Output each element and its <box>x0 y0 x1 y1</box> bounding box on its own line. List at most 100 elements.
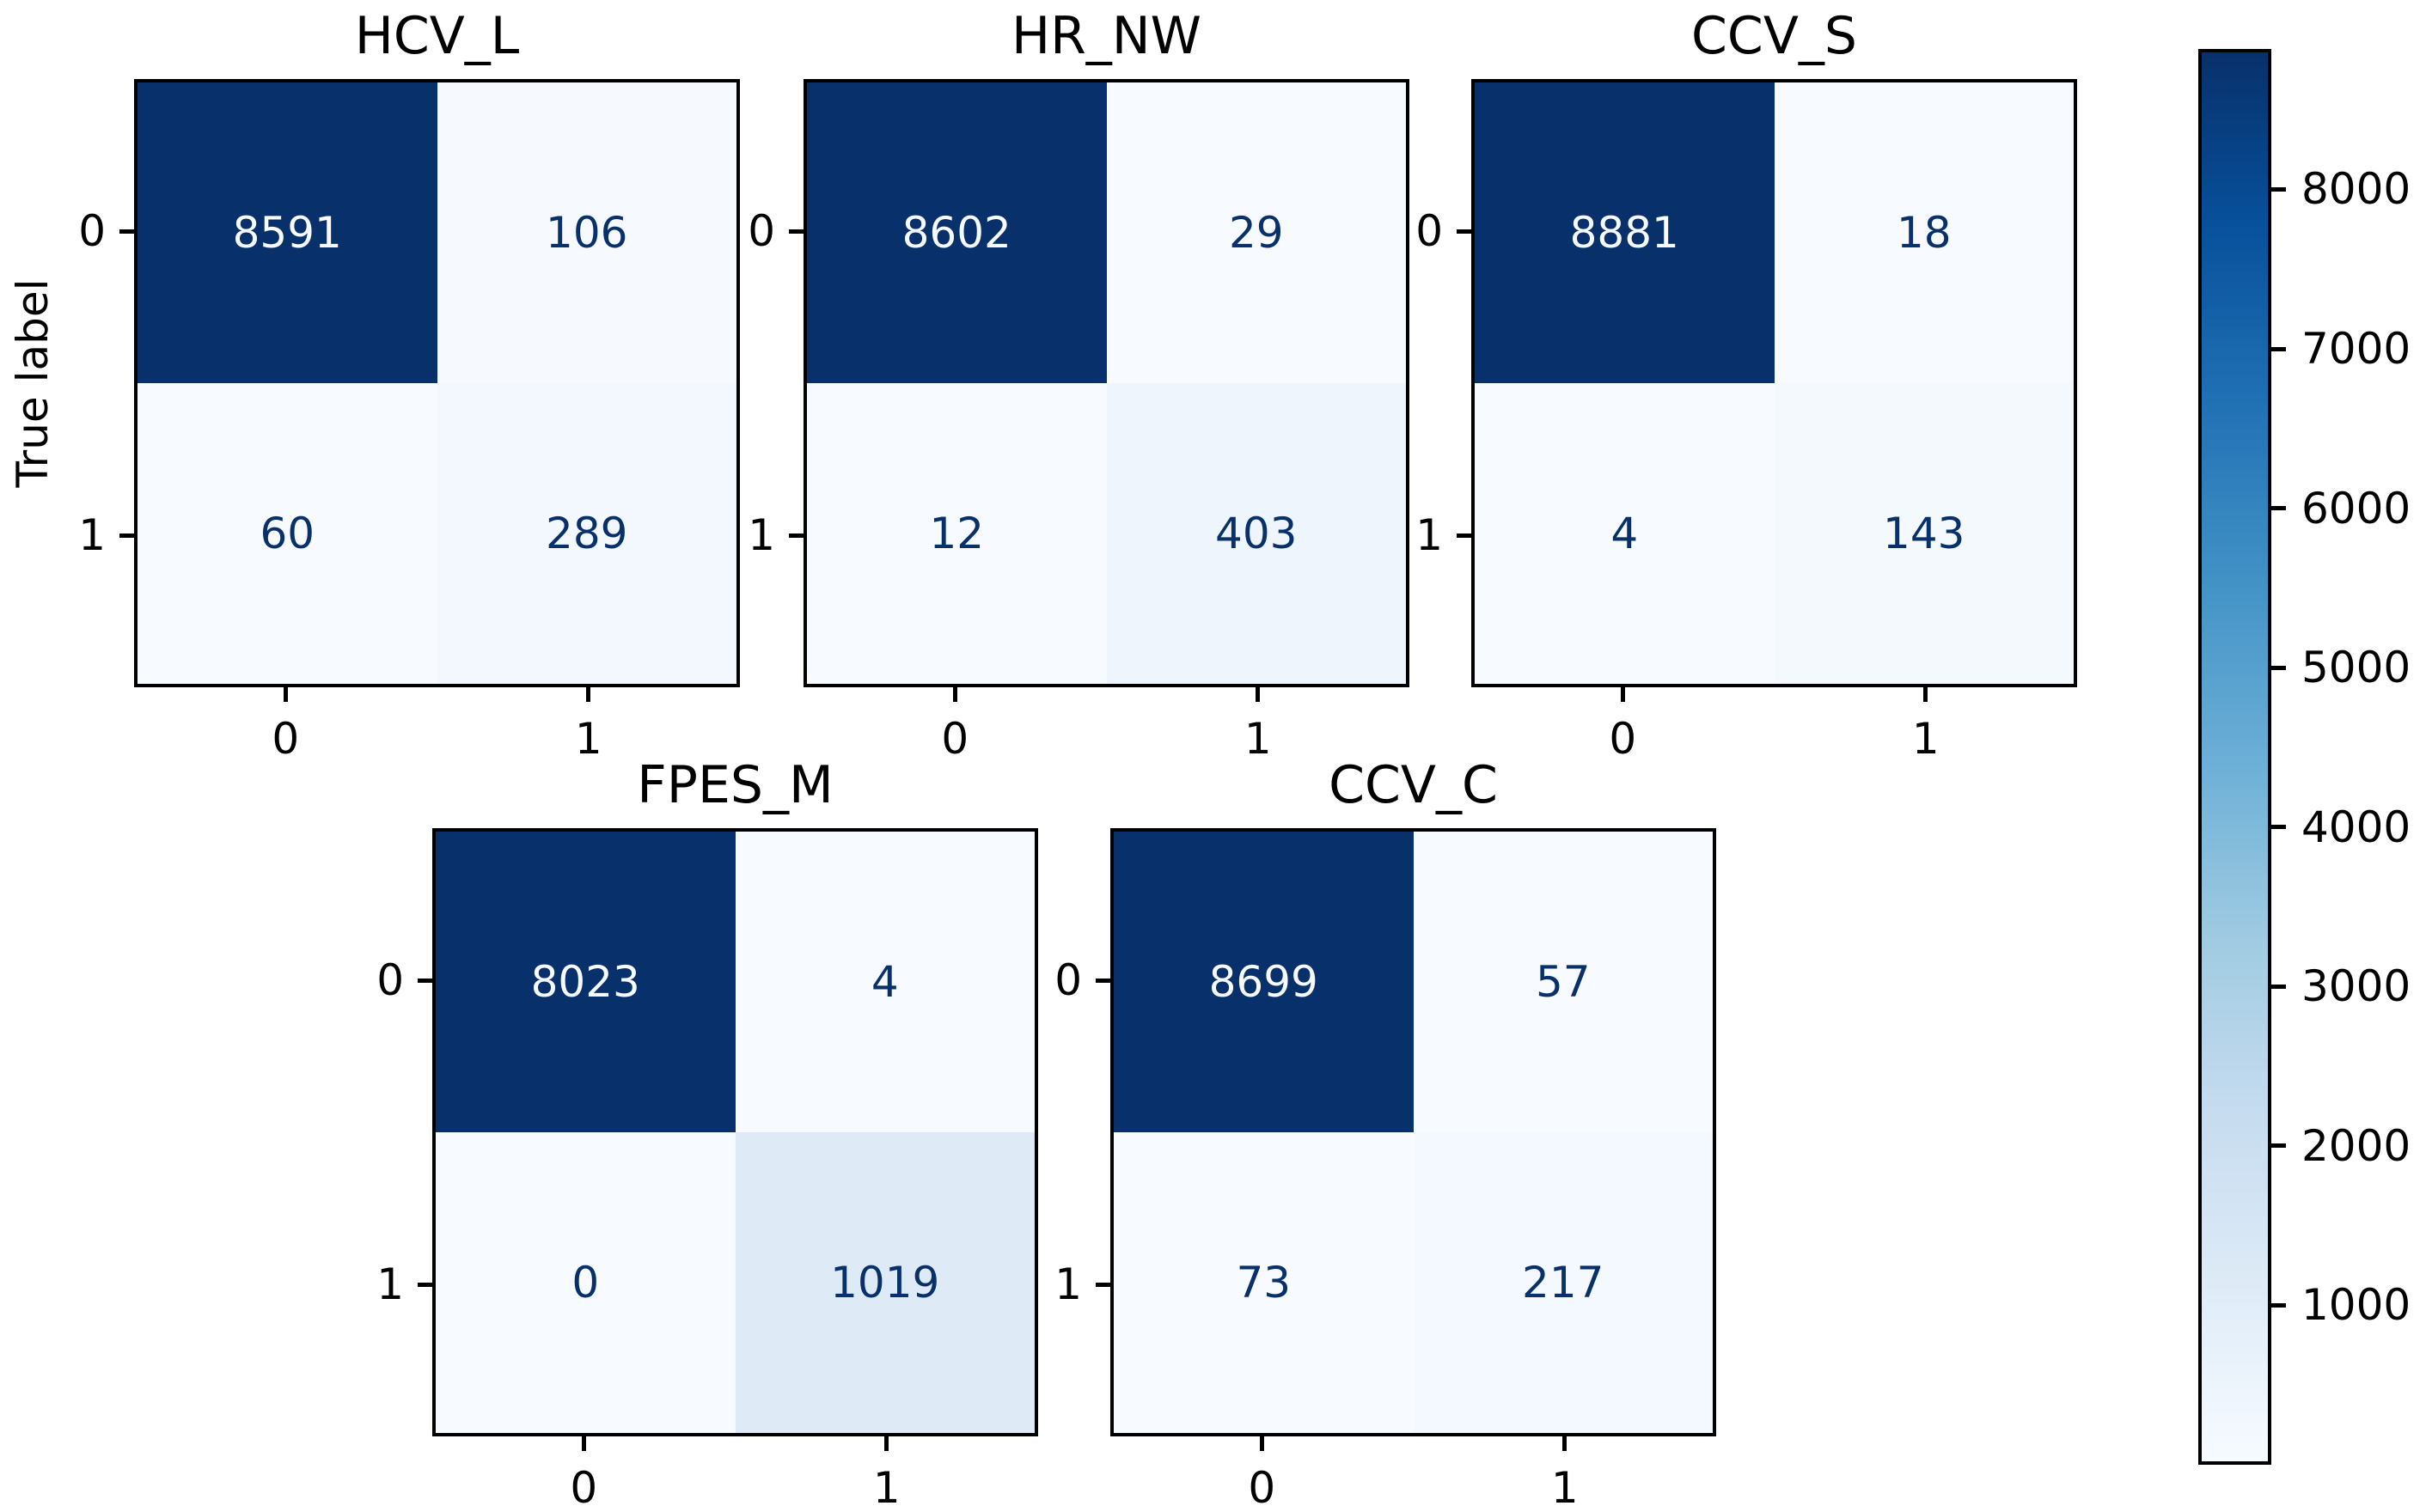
matrix-box-ccv-c: 8699 57 73 217 <box>1110 828 1716 1436</box>
x-tick-label: 0 <box>272 714 300 764</box>
y-tick-mark <box>119 533 134 538</box>
cell-hr-nw-r0c0: 8602 <box>807 82 1107 383</box>
cell-fpes-m-r0c0: 8023 <box>436 832 736 1132</box>
cell-hcv-l-r1c0: 60 <box>137 383 437 684</box>
cell-ccv-s-r0c1: 18 <box>1774 82 2074 383</box>
x-tick-label: 0 <box>941 714 969 764</box>
y-tick-mark <box>1096 1282 1110 1287</box>
y-tick-label: 1 <box>748 510 775 560</box>
x-tick-mark <box>1256 687 1261 702</box>
cell-ccv-c-r0c1: 57 <box>1413 832 1713 1132</box>
cell-ccv-s-r0c0: 8881 <box>1475 82 1775 383</box>
cell-value: 29 <box>1228 208 1284 258</box>
x-tick-mark <box>1259 1436 1264 1451</box>
colorbar-tick-mark <box>2271 346 2286 351</box>
x-tick-label: 1 <box>1244 714 1272 764</box>
cell-value: 289 <box>546 509 628 558</box>
y-tick-label: 0 <box>78 206 106 256</box>
colorbar <box>2198 49 2271 1465</box>
x-tick-label: 1 <box>872 1463 901 1512</box>
x-tick-mark <box>1923 687 1928 702</box>
y-tick-mark <box>789 533 804 538</box>
cell-value: 106 <box>546 208 628 258</box>
x-tick-label: 1 <box>1550 1463 1579 1512</box>
cell-value: 8699 <box>1208 957 1318 1007</box>
y-tick-label: 1 <box>78 510 106 560</box>
matrix-title-hcv-l: HCV_L <box>354 6 520 66</box>
colorbar-tick-label: 8000 <box>2301 164 2411 215</box>
y-tick-mark <box>1457 229 1471 234</box>
cell-ccv-s-r1c1: 143 <box>1774 383 2074 684</box>
colorbar-tick-label: 4000 <box>2301 802 2411 852</box>
matrix-title-hr-nw: HR_NW <box>1011 6 1201 66</box>
colorbar-tick-label: 6000 <box>2301 483 2411 533</box>
x-tick-label: 0 <box>1609 714 1637 764</box>
colorbar-tick-mark <box>2271 506 2286 511</box>
cell-hcv-l-r0c1: 106 <box>437 82 736 383</box>
cell-ccv-c-r1c0: 73 <box>1114 1132 1414 1433</box>
x-tick-label: 1 <box>1911 714 1940 764</box>
cell-value: 8023 <box>530 957 640 1007</box>
x-tick-label: 1 <box>574 714 602 764</box>
cell-ccv-s-r1c0: 4 <box>1475 383 1775 684</box>
cell-value: 57 <box>1535 957 1591 1007</box>
cell-value: 143 <box>1883 509 1965 558</box>
cell-hcv-l-r0c0: 8591 <box>137 82 437 383</box>
y-tick-mark <box>1457 533 1471 538</box>
matrix-title-fpes-m: FPES_M <box>637 755 834 815</box>
x-tick-mark <box>1562 1436 1567 1451</box>
cell-value: 18 <box>1896 208 1952 258</box>
cell-value: 403 <box>1215 509 1298 558</box>
y-tick-label: 1 <box>1415 510 1443 560</box>
y-tick-mark <box>418 978 432 983</box>
y-tick-mark <box>119 229 134 234</box>
y-tick-mark <box>418 1282 432 1287</box>
cell-hcv-l-r1c1: 289 <box>437 383 736 684</box>
cell-value: 8881 <box>1569 208 1679 258</box>
matrix-box-fpes-m: 8023 4 0 1019 <box>432 828 1038 1436</box>
x-tick-mark <box>283 687 288 702</box>
cell-value: 73 <box>1236 1258 1292 1308</box>
x-tick-mark <box>586 687 591 702</box>
colorbar-tick-label: 3000 <box>2301 961 2411 1012</box>
y-tick-label: 0 <box>748 206 775 256</box>
cell-hr-nw-r0c1: 29 <box>1106 82 1406 383</box>
x-tick-mark <box>884 1436 889 1451</box>
colorbar-tick-mark <box>2271 1143 2286 1149</box>
x-tick-mark <box>952 687 957 702</box>
x-tick-label: 0 <box>570 1463 598 1512</box>
matrix-box-hcv-l: 8591 106 60 289 <box>134 79 740 687</box>
cell-fpes-m-r0c1: 4 <box>735 832 1035 1132</box>
y-axis-label: True label <box>8 278 58 488</box>
cell-value: 4 <box>1610 509 1639 558</box>
colorbar-tick-label: 2000 <box>2301 1120 2411 1171</box>
matrix-box-hr-nw: 8602 29 12 403 <box>804 79 1409 687</box>
cell-value: 1019 <box>830 1258 940 1308</box>
cell-hr-nw-r1c0: 12 <box>807 383 1107 684</box>
cell-fpes-m-r1c1: 1019 <box>735 1132 1035 1433</box>
matrix-title-ccv-c: CCV_C <box>1329 755 1498 815</box>
colorbar-tick-mark <box>2271 1302 2286 1308</box>
cell-value: 8602 <box>901 208 1011 258</box>
colorbar-tick-label: 1000 <box>2301 1280 2411 1331</box>
y-tick-label: 1 <box>376 1259 404 1309</box>
y-tick-label: 0 <box>376 955 404 1005</box>
y-tick-label: 0 <box>1415 206 1443 256</box>
cell-value: 8591 <box>232 208 342 258</box>
y-tick-label: 1 <box>1054 1259 1082 1309</box>
cell-ccv-c-r1c1: 217 <box>1413 1132 1713 1433</box>
colorbar-tick-mark <box>2271 984 2286 989</box>
colorbar-tick-label: 7000 <box>2301 324 2411 375</box>
colorbar-tick-mark <box>2271 665 2286 670</box>
y-tick-label: 0 <box>1054 955 1082 1005</box>
cell-value: 4 <box>871 957 899 1007</box>
cell-fpes-m-r1c0: 0 <box>436 1132 736 1433</box>
matrix-title-ccv-s: CCV_S <box>1691 6 1857 66</box>
cell-ccv-c-r0c0: 8699 <box>1114 832 1414 1132</box>
x-tick-mark <box>1620 687 1625 702</box>
cell-value: 60 <box>260 509 315 558</box>
matrix-box-ccv-s: 8881 18 4 143 <box>1471 79 2077 687</box>
cell-value: 0 <box>571 1258 600 1308</box>
colorbar-tick-label: 5000 <box>2301 643 2411 693</box>
